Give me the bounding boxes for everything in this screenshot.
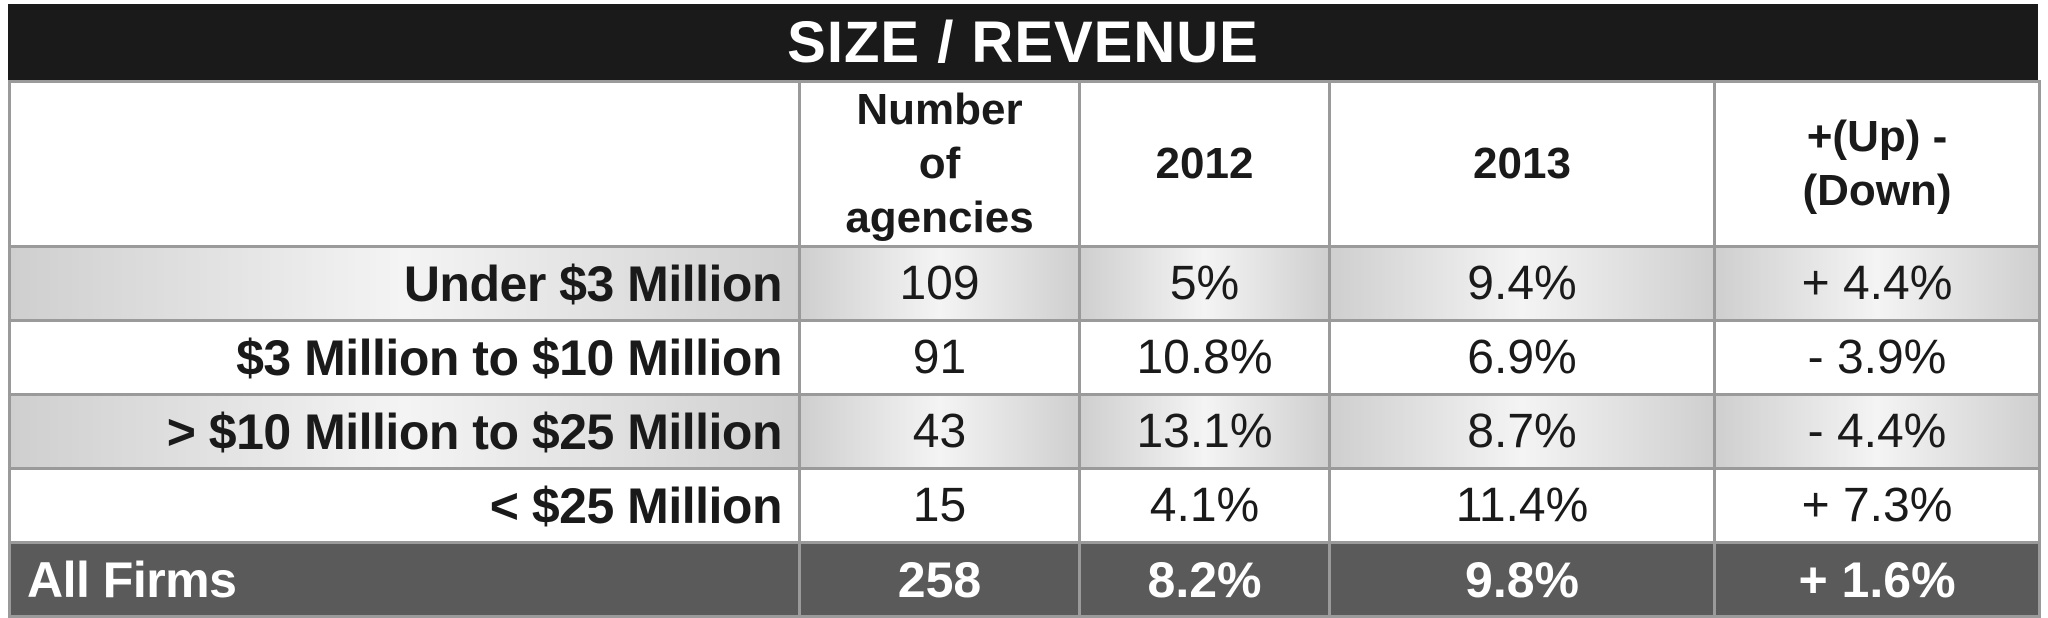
agencies-cell: 43 [798,393,1081,470]
header-blank-cell [8,80,801,248]
table-row: > $10 Million to $25 Million 43 13.1% 8.… [8,393,2041,470]
total-2012-cell: 8.2% [1078,541,1331,618]
data-table: Number of agencies 2012 2013 +(Up) -(Dow… [8,80,2041,618]
value-2013-cell: 11.4% [1328,467,1716,544]
value-2013-cell: 8.7% [1328,393,1716,470]
header-2012: 2012 [1078,80,1331,248]
change-cell: + 7.3% [1713,467,2041,544]
header-row: Number of agencies 2012 2013 +(Up) -(Dow… [8,80,2041,248]
change-cell: - 4.4% [1713,393,2041,470]
row-label: $3 Million to $10 Million [8,319,801,396]
change-cell: - 3.9% [1713,319,2041,396]
total-agencies-cell: 258 [798,541,1081,618]
table-row: $3 Million to $10 Million 91 10.8% 6.9% … [8,319,2041,396]
agencies-cell: 109 [798,245,1081,322]
value-2012-cell: 10.8% [1078,319,1331,396]
row-label: < $25 Million [8,467,801,544]
revenue-table-figure: SIZE / REVENUE Number of agencies 2012 2… [8,4,2041,618]
agencies-cell: 91 [798,319,1081,396]
header-number-of-agencies: Number of agencies [798,80,1081,248]
total-2013-cell: 9.8% [1328,541,1716,618]
header-2013: 2013 [1328,80,1716,248]
total-label: All Firms [8,541,801,618]
table-row: Under $3 Million 109 5% 9.4% + 4.4% [8,245,2041,322]
table-row: < $25 Million 15 4.1% 11.4% + 7.3% [8,467,2041,544]
value-2012-cell: 13.1% [1078,393,1331,470]
row-label: Under $3 Million [8,245,801,322]
value-2012-cell: 5% [1078,245,1331,322]
header-change: +(Up) -(Down) [1713,80,2041,248]
value-2013-cell: 6.9% [1328,319,1716,396]
total-row: All Firms 258 8.2% 9.8% + 1.6% [8,541,2041,618]
table-title: SIZE / REVENUE [8,4,2038,80]
row-label: > $10 Million to $25 Million [8,393,801,470]
value-2012-cell: 4.1% [1078,467,1331,544]
change-cell: + 4.4% [1713,245,2041,322]
agencies-cell: 15 [798,467,1081,544]
total-change-cell: + 1.6% [1713,541,2041,618]
value-2013-cell: 9.4% [1328,245,1716,322]
